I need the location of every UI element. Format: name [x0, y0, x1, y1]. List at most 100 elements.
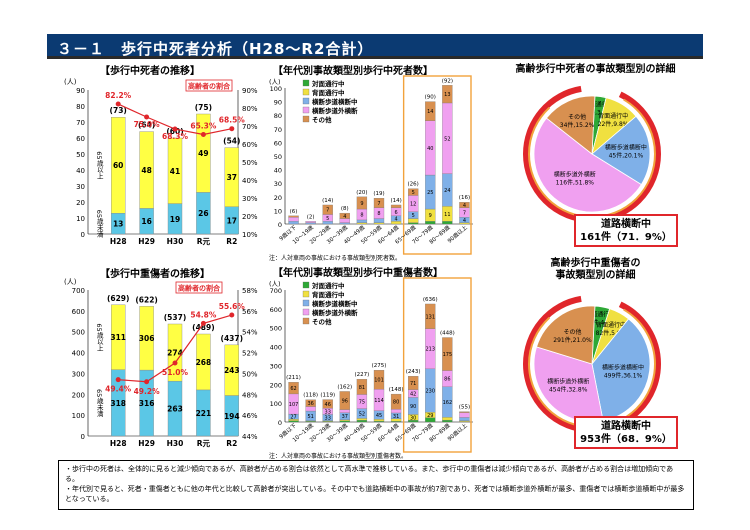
- y-tick-label: 20: [76, 199, 85, 207]
- data-label: 90: [410, 404, 416, 410]
- ratio-marker: [115, 101, 121, 107]
- ratio-marker: [229, 126, 235, 132]
- data-label-elderly: 243: [224, 366, 240, 375]
- legend-label: 対面通行中: [311, 79, 345, 88]
- y-tick-label: 10: [274, 207, 282, 215]
- ratio-data-label: 54.8%: [190, 310, 217, 319]
- data-label: 33: [325, 416, 331, 422]
- y-tick-label: 80: [274, 112, 282, 120]
- bar-segment-対面通行中: [288, 420, 299, 423]
- injury-by-age-panel: 【年代別事故類型別歩行中重傷者数】 0 100 200 300 400 500 600 700…: [265, 264, 480, 460]
- legend-label: 横断歩道横断中: [312, 97, 358, 106]
- pie-slice-その他: [545, 95, 596, 155]
- data-label: 33: [325, 409, 331, 415]
- legend-label: その他: [312, 115, 332, 124]
- pie-slice-name: 横断歩道横断中: [602, 364, 644, 372]
- y-tick-label: 300: [72, 370, 85, 378]
- bar-segment-対面通行中: [442, 221, 453, 225]
- data-label: 107: [289, 402, 299, 408]
- y-tick-label: 0: [278, 419, 282, 427]
- total-label: (73): [110, 106, 127, 115]
- total-label: (636): [423, 297, 438, 303]
- death-pie-title: 高齢歩行中死者の事故類型別の詳細: [515, 64, 676, 75]
- data-label: 29: [427, 413, 433, 419]
- data-label-elderly: 60: [113, 161, 123, 170]
- x-tick-label: R2: [226, 237, 237, 246]
- data-label: 4: [394, 217, 397, 223]
- data-label: 7: [326, 208, 329, 214]
- data-label: 46: [325, 402, 331, 408]
- pie-slice-value: 116件,51.8%: [556, 179, 595, 187]
- data-label-under65: 17: [227, 216, 237, 225]
- death-trend-chart: 0 10 20 30 40 50 60 70 80 90 10% 20% 30% 40% 50% 60% 70%…: [64, 78, 258, 246]
- y2-tick-label: 10%: [242, 231, 258, 239]
- bar-elderly: [111, 117, 126, 214]
- total-label: (64): [138, 121, 155, 130]
- data-label: 4: [343, 214, 346, 220]
- data-label: 80: [393, 400, 399, 406]
- data-label: 71: [410, 381, 416, 387]
- data-label-under65: 318: [110, 399, 126, 408]
- total-label: (622): [135, 295, 158, 304]
- data-label-under65: 19: [170, 215, 180, 224]
- data-label: 131: [425, 314, 435, 320]
- pie-slice-value: 45件,20.1%: [609, 151, 644, 159]
- total-label: (243): [406, 369, 421, 375]
- bar-segment-横断歩道外横断: [305, 221, 316, 223]
- data-label: 5: [326, 216, 329, 222]
- data-label: 4: [463, 203, 466, 209]
- legend-label: 対面通行中: [311, 281, 345, 290]
- data-label: 4: [463, 218, 466, 224]
- death-callout-line1: 道路横断中: [601, 219, 651, 230]
- ratio-legend-label: 高齢者の割合: [188, 82, 231, 91]
- x-tick-label: H28: [110, 237, 127, 246]
- bar-segment-背面通行中: [356, 418, 368, 421]
- bar-elderly: [224, 147, 240, 207]
- data-label: 12: [410, 202, 416, 208]
- injury-pie-title-line1: 高齢歩行中重傷者の: [550, 258, 641, 269]
- data-label: 37: [342, 414, 348, 420]
- series-label-elderly: 65歳以上: [95, 151, 103, 179]
- legend-swatch: [302, 317, 310, 325]
- data-label-elderly: 268: [196, 358, 212, 367]
- legend-label: 横断歩道外横断: [312, 106, 358, 115]
- pie-slice-value: 7件,3.1%: [585, 109, 612, 117]
- pie-slice-name: 横断歩道外横断: [547, 377, 589, 385]
- y2-tick-label: 52%: [242, 350, 258, 358]
- ratio-data-label: 68.5%: [219, 116, 246, 125]
- data-label: 42: [410, 392, 416, 398]
- bar-segment-対面通行中: [339, 420, 350, 423]
- total-label: (119): [320, 393, 335, 399]
- ratio-legend-box: [185, 79, 233, 92]
- bar-segment-横断歩道横断中: [459, 417, 470, 421]
- bar-segment-横断歩道外横断: [305, 406, 316, 412]
- injury-trend-title: 【歩行中重傷者の推移】: [100, 269, 210, 280]
- y2-tick-label: 90%: [242, 87, 258, 95]
- bar-segment-その他: [339, 212, 350, 219]
- x-tick-label: R元: [197, 237, 211, 246]
- ratio-marker: [200, 320, 206, 326]
- data-label-under65: 263: [167, 405, 183, 414]
- death-pie-callout: 道路横断中 161件（71．9%）: [574, 214, 678, 247]
- injury-by-age-title: 【年代別事故類型別歩行中重傷者数】: [273, 268, 443, 279]
- total-label: (8): [341, 206, 349, 212]
- bar-elderly: [111, 304, 126, 370]
- footnote: 注：人対車両の事故における事故類型別死者数。: [269, 254, 401, 262]
- y2-tick-label: 80%: [242, 105, 258, 113]
- data-label: 6: [394, 210, 397, 216]
- y2-tick-label: 70%: [242, 123, 258, 131]
- data-label: 13: [444, 92, 450, 98]
- total-label: (537): [164, 313, 187, 322]
- bar-segment-背面通行中: [356, 222, 368, 225]
- bar-segment-背面通行中: [373, 419, 385, 422]
- bar-segment-その他: [390, 204, 402, 208]
- y-tick-label: 90: [274, 99, 282, 107]
- ratio-legend-label: 高齢者の割合: [178, 284, 221, 293]
- ratio-marker: [144, 114, 150, 120]
- data-label: 162: [443, 400, 453, 406]
- data-label: 8: [377, 211, 380, 217]
- bar-elderly: [139, 306, 154, 371]
- total-label: (448): [440, 331, 455, 337]
- injury-pie-title-line2: 事故類型別の詳細: [555, 270, 636, 281]
